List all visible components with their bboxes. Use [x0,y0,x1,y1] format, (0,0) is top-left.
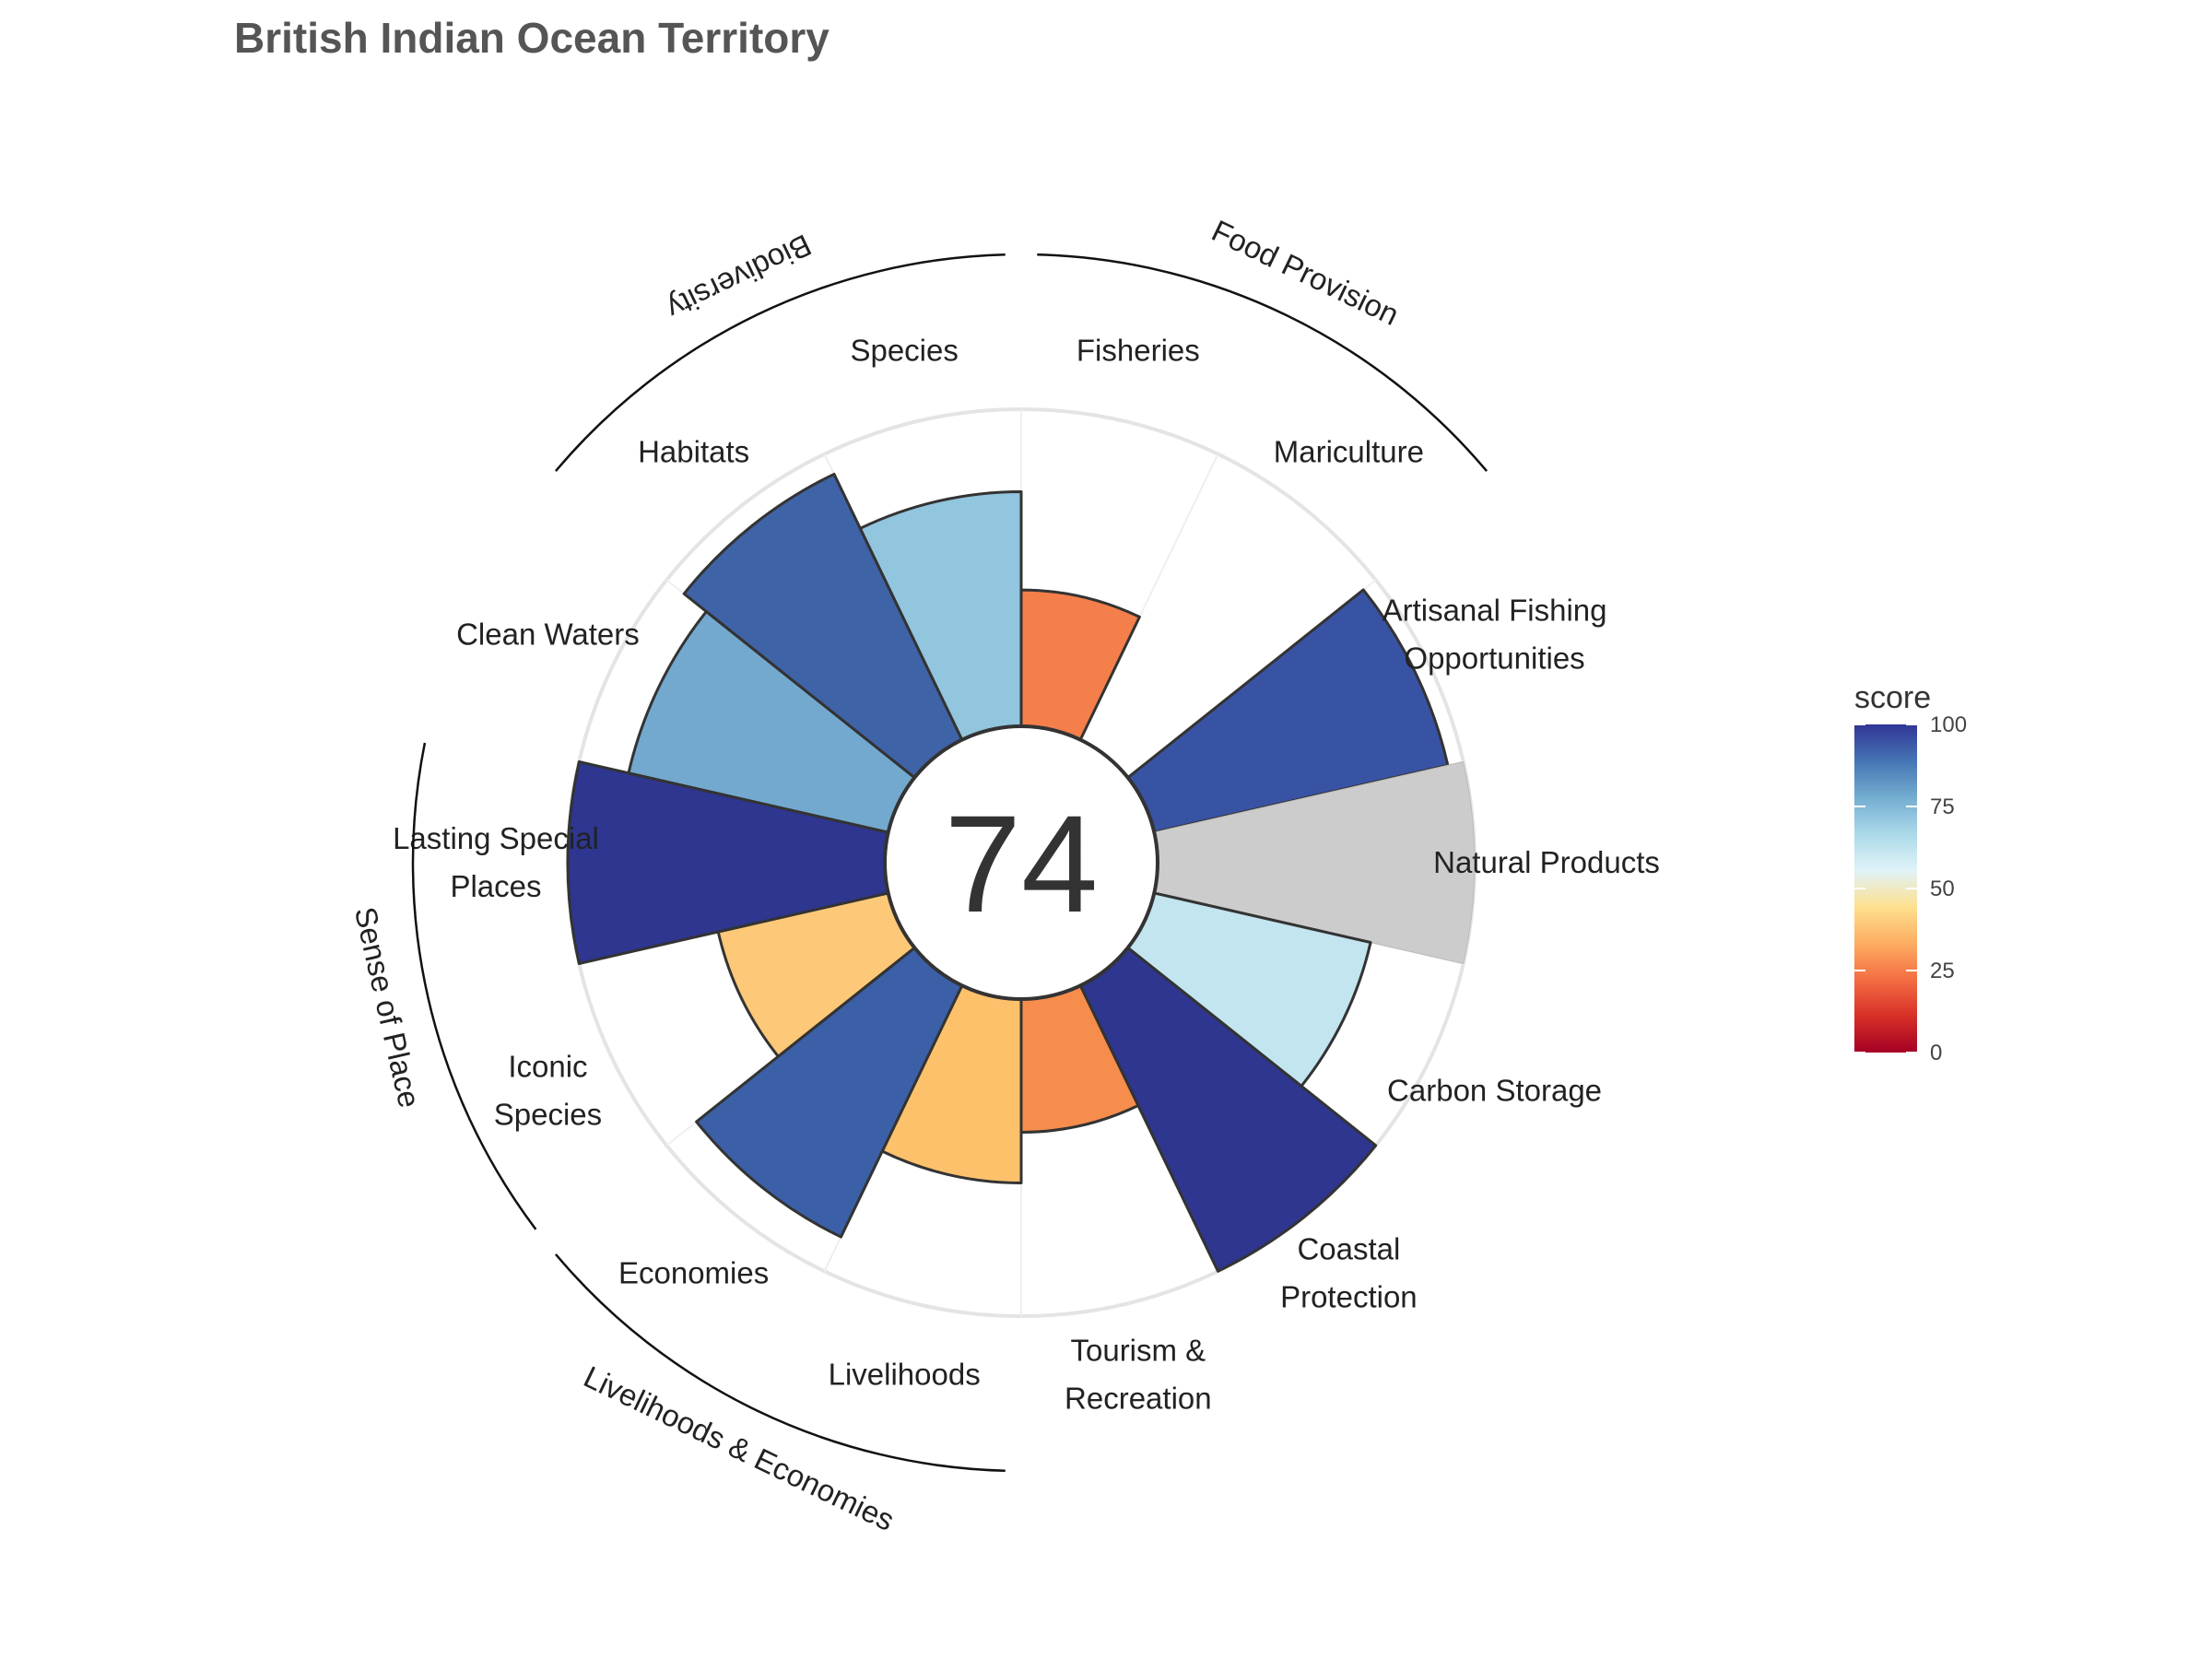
goal-label: Lasting Special [393,821,599,855]
legend-tick-label: 100 [1930,712,1967,737]
goal-label: Fisheries [1077,333,1200,367]
page-title: British Indian Ocean Territory [234,14,830,62]
bar-fisheries [1019,588,1141,742]
goal-label: Livelihoods [829,1358,981,1392]
legend-title: score [1854,680,1931,715]
goal-label: Coastal [1297,1232,1400,1266]
overall-score: 74 [945,786,1099,941]
group-label: Food Provision [1206,213,1404,332]
legend-tick-label: 25 [1930,959,1955,983]
goal-label: Habitats [638,434,749,468]
center-score: 74 [883,724,1159,1001]
goal-label: Species [850,333,958,367]
goal-label: Tourism & [1070,1334,1206,1368]
goal-label: Carbon Storage [1387,1073,1602,1107]
goal-label: Protection [1280,1280,1418,1314]
group-label: Biodiversity [662,228,818,326]
goal-label: Places [450,869,541,903]
goal-label: Artisanal Fishing [1382,594,1607,628]
group-label: Sense of Place [348,904,427,1112]
goal-labels: Fisheries Mariculture Artisanal Fishing Opp… [393,333,1660,1415]
goal-label: Clean Waters [456,618,640,652]
goal-label: Mariculture [1274,434,1424,468]
goal-label: Economies [618,1256,769,1290]
goal-label: Opportunities [1404,641,1584,676]
goal-label: Natural Products [1433,845,1660,879]
goal-label: Species [494,1097,602,1131]
legend-tick-label: 75 [1930,794,1955,819]
center-circle [883,724,1159,1001]
legend-tick-label: 50 [1930,877,1955,901]
group-arc [1037,253,1488,472]
group-arc [411,742,537,1230]
goal-label: Iconic [508,1049,587,1083]
group-arc [554,1253,1006,1473]
goal-label: Recreation [1065,1382,1212,1416]
legend-tick-label: 0 [1930,1041,1942,1065]
group-arc [554,253,1006,472]
